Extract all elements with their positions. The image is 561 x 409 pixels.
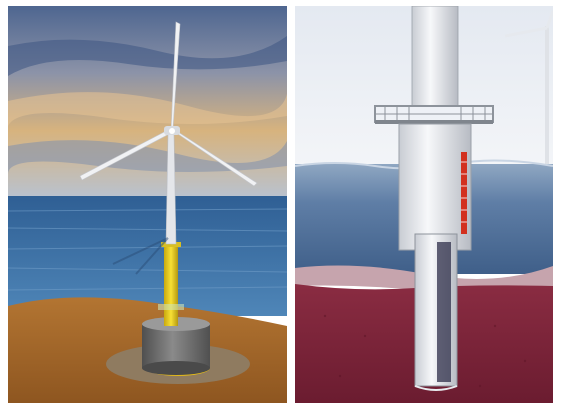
clouds xyxy=(8,36,287,174)
monopile-scene xyxy=(295,6,553,403)
boat-landing-accent xyxy=(461,152,467,234)
distant-turbine xyxy=(504,10,553,166)
access-platform xyxy=(161,242,181,247)
monopile-inner-section xyxy=(437,242,451,382)
tower xyxy=(411,6,459,107)
ladder xyxy=(461,161,467,223)
transition-piece xyxy=(398,123,472,251)
tower xyxy=(165,133,177,245)
right-illustration-monopile-section xyxy=(295,6,553,403)
pile-tip xyxy=(414,385,458,391)
left-illustration-gravity-foundation xyxy=(8,6,287,403)
access-platform xyxy=(374,105,494,124)
transition-piece xyxy=(164,244,178,326)
blade-shadow xyxy=(112,237,169,275)
gravity-base xyxy=(142,324,210,368)
sea xyxy=(8,196,287,316)
rotor xyxy=(79,21,258,187)
soil-texture xyxy=(323,314,527,388)
gravity-base-bottom xyxy=(142,361,210,375)
hub xyxy=(169,128,175,134)
waterline-ring xyxy=(158,304,184,310)
gravity-foundation-scene xyxy=(8,6,287,403)
